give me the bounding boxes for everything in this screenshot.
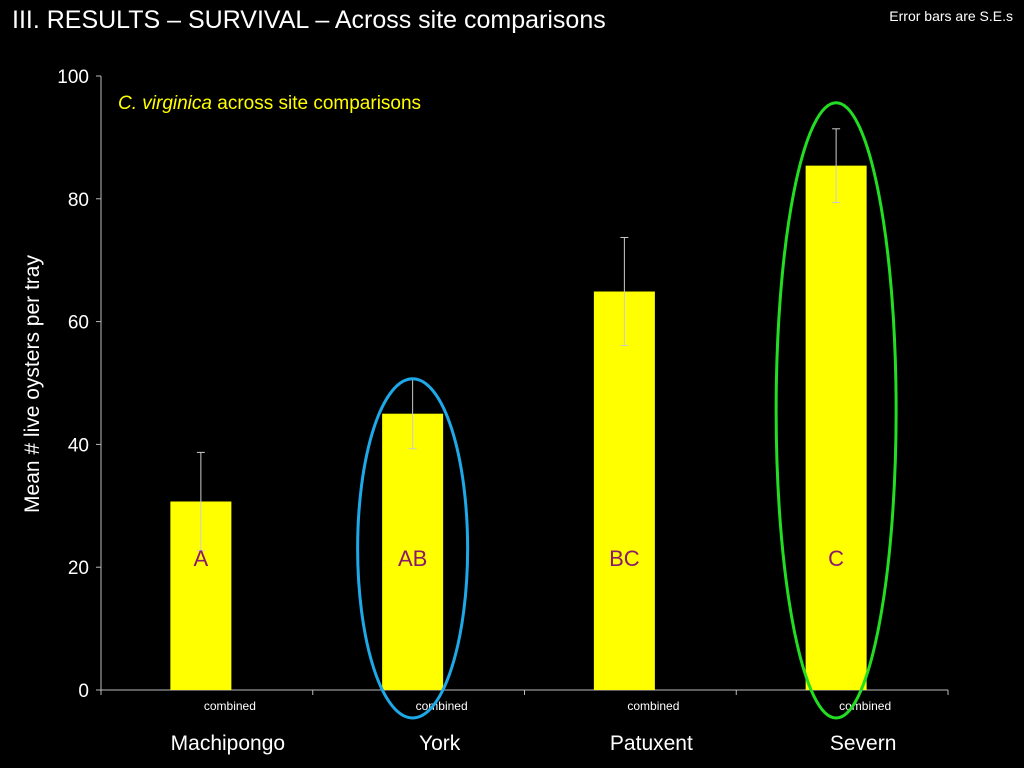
bar-severn <box>805 165 867 691</box>
bar-york <box>382 413 444 690</box>
y-tick-label: 80 <box>68 190 89 211</box>
slide-title: III. RESULTS – SURVIVAL – Across site co… <box>12 6 606 34</box>
x-sublabel: combined <box>416 699 468 713</box>
y-tick-label: 40 <box>68 435 89 456</box>
chart-subtitle-rest: across site comparisons <box>212 93 421 114</box>
chart-subtitle: C. virginica across site comparisons <box>118 93 421 114</box>
x-category-label: Severn <box>830 732 897 755</box>
x-category-label: Machipongo <box>171 732 285 755</box>
x-sublabel: combined <box>839 699 891 713</box>
x-category-label: Patuxent <box>610 732 693 755</box>
chart-subtitle-species: C. virginica <box>118 93 212 114</box>
y-tick-label: 0 <box>78 681 89 702</box>
bar-patuxent <box>593 291 655 690</box>
x-category-label: York <box>419 732 461 755</box>
x-sublabel: combined <box>627 699 679 713</box>
significance-letter: C <box>828 546 844 571</box>
y-tick-label: 60 <box>68 313 89 334</box>
y-tick-label: 100 <box>57 67 89 88</box>
significance-letter: AB <box>398 546 427 571</box>
significance-letter: A <box>194 546 209 571</box>
highlight-ellipse-york <box>356 377 470 720</box>
highlight-ellipse-severn <box>774 101 898 720</box>
significance-letter: BC <box>609 546 640 571</box>
error-bar-note: Error bars are S.E.s <box>889 8 1013 24</box>
y-tick-label: 20 <box>68 558 89 579</box>
x-sublabel: combined <box>204 699 256 713</box>
